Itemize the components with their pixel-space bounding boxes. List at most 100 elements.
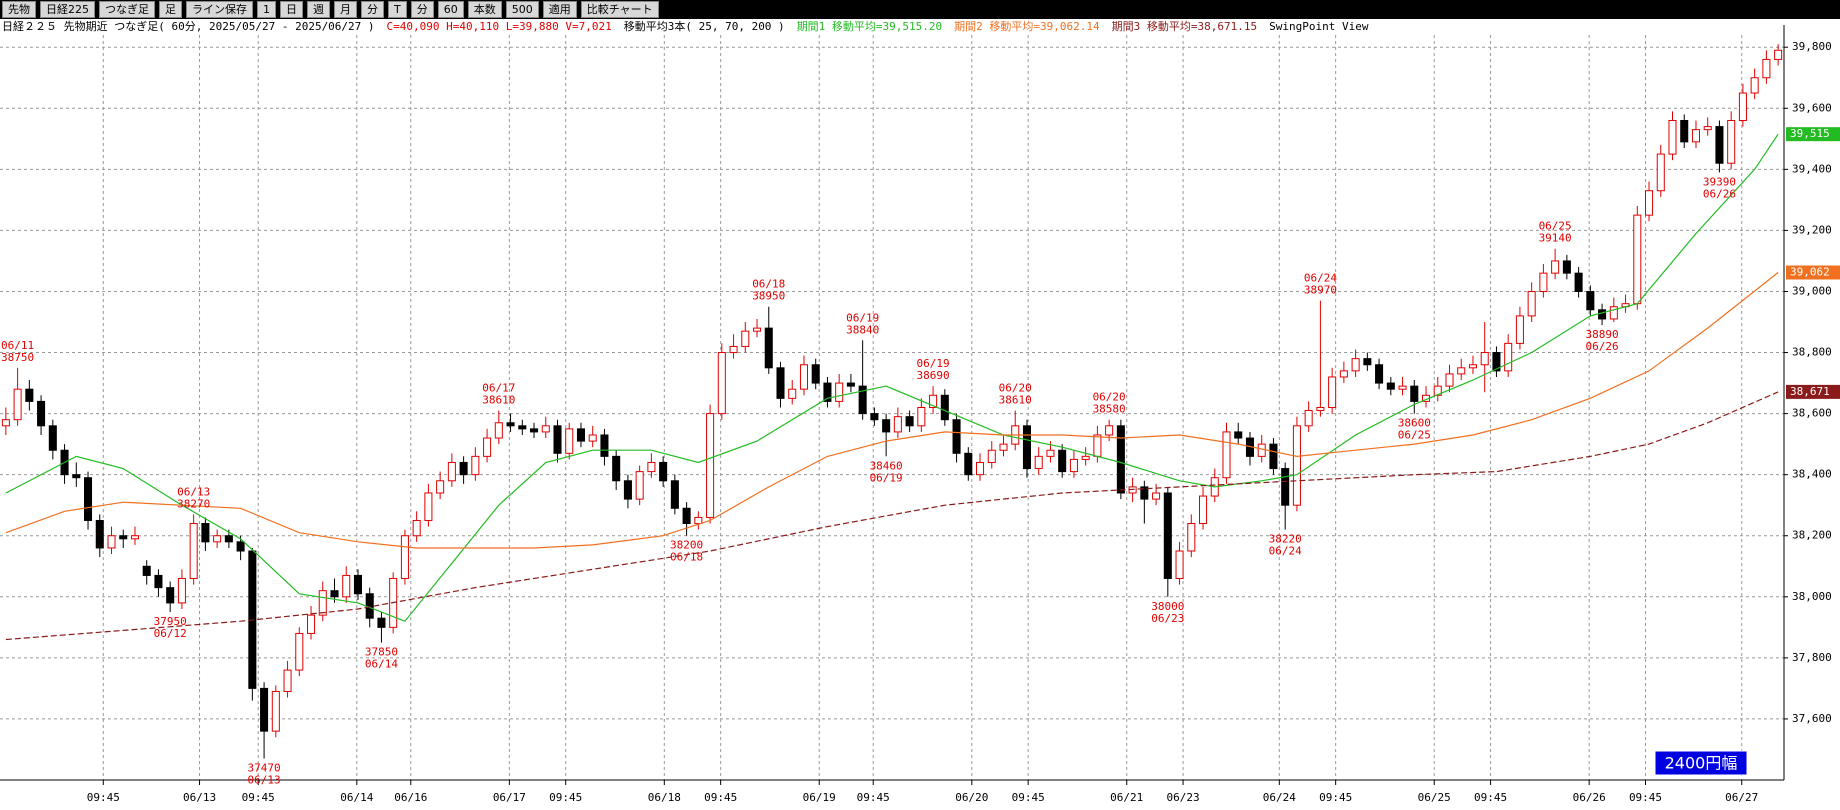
candle-body <box>72 474 81 479</box>
toolbar-item[interactable]: 先物 <box>2 1 36 18</box>
candle-body <box>1034 455 1043 470</box>
swing-price: 38460 <box>870 459 903 472</box>
toolbar-item[interactable]: ライン保存 <box>186 1 253 18</box>
candle-body <box>1656 153 1665 192</box>
x-tick-label: 06/24 <box>1263 791 1296 804</box>
swing-price: 38610 <box>482 394 515 407</box>
ma-tag <box>1786 127 1840 142</box>
info-text: C=40,090 H=40,110 L=39,880 V=7,021 <box>386 20 612 33</box>
swing-price: 37470 <box>248 762 281 775</box>
candle-body <box>1163 492 1172 579</box>
candle-body <box>788 388 797 399</box>
toolbar-item[interactable]: つなぎ足 <box>99 1 155 18</box>
swing-price: 37850 <box>365 646 398 659</box>
swing-date: 06/26 <box>1703 187 1736 200</box>
candle-body <box>1468 364 1477 369</box>
swing-price: 38600 <box>1398 417 1431 430</box>
toolbar-item[interactable]: 分 <box>410 1 434 18</box>
swing-price: 38610 <box>999 394 1032 407</box>
swing-price: 39140 <box>1539 232 1572 245</box>
candle-body <box>1292 425 1301 506</box>
info-line: 日経２２５ 先物期近 つなぎ足( 60分, 2025/05/27 - 2025/… <box>0 19 1840 35</box>
candle-body <box>436 480 445 494</box>
candle-body <box>647 461 656 473</box>
toolbar-item[interactable]: 60 <box>437 1 464 18</box>
candle-body <box>929 394 938 409</box>
candle-body <box>189 523 198 579</box>
candle-body <box>964 452 973 476</box>
candle-body <box>952 419 961 454</box>
candle-body <box>1691 129 1700 143</box>
candle-body <box>940 394 949 421</box>
candle-body <box>1551 260 1560 274</box>
candle-body <box>307 614 316 634</box>
swing-price: 38220 <box>1269 533 1302 546</box>
x-tick-label: 06/17 <box>493 791 526 804</box>
toolbar-item[interactable]: 日 <box>280 1 303 18</box>
x-tick-label: 09:45 <box>1474 791 1507 804</box>
candle-body <box>1738 92 1747 121</box>
candle-body <box>870 413 879 421</box>
toolbar-item[interactable]: 月 <box>334 1 357 18</box>
candle-body <box>201 523 210 543</box>
info-text: 期間3 移動平均=38,671.15 <box>1111 20 1258 33</box>
candle-body <box>1093 434 1102 457</box>
candle-body <box>84 477 93 521</box>
candle-body <box>682 507 691 525</box>
candle-body <box>166 587 175 604</box>
toolbar-item[interactable]: 適用 <box>542 1 577 18</box>
swing-date: 06/18 <box>670 551 703 564</box>
swing-price: 38580 <box>1093 403 1126 416</box>
swing-date: 06/25 <box>1539 220 1572 233</box>
candle-body <box>670 480 679 509</box>
candle-body <box>1645 190 1654 216</box>
candle-body <box>13 388 22 421</box>
candle-body <box>1105 425 1114 436</box>
toolbar-item[interactable]: 週 <box>307 1 330 18</box>
candle-body <box>799 364 808 390</box>
ma-tag-label: 39,515 <box>1790 127 1830 140</box>
toolbar-item[interactable]: 日経225 <box>40 1 95 18</box>
candle-body <box>1774 49 1783 60</box>
y-tick-label: 38,600 <box>1792 407 1832 420</box>
candle-body <box>858 385 867 415</box>
candle-body <box>1410 385 1419 402</box>
toolbar-item[interactable]: 500 <box>505 1 539 18</box>
toolbar-item[interactable]: 足 <box>159 1 182 18</box>
candle-body <box>236 541 245 552</box>
x-tick-label: 06/26 <box>1573 791 1606 804</box>
info-text: 期間2 移動平均=39,062.14 <box>954 20 1100 33</box>
x-tick-label: 06/27 <box>1725 791 1758 804</box>
candle-body <box>1058 449 1067 473</box>
swing-price: 38690 <box>917 369 950 382</box>
toolbar-item[interactable]: 比較チャート <box>580 1 659 18</box>
candle-body <box>1281 468 1290 506</box>
candle-body <box>342 574 351 598</box>
candle-body <box>1234 431 1243 439</box>
candle-body <box>1069 458 1078 473</box>
y-tick-label: 38,800 <box>1792 346 1832 359</box>
candle-body <box>1222 431 1231 479</box>
badge-box <box>1654 750 1748 776</box>
candle-body <box>1152 492 1161 500</box>
candle-body <box>659 461 668 482</box>
candle-body <box>1269 443 1278 470</box>
candle-body <box>1 419 10 427</box>
candle-body <box>506 422 515 427</box>
candle-body <box>1480 352 1489 366</box>
candle-body <box>1586 290 1595 311</box>
toolbar-item[interactable]: 本数 <box>467 1 502 18</box>
toolbar-item[interactable]: 分 <box>361 1 384 18</box>
x-tick-label: 06/13 <box>183 791 216 804</box>
candle-body <box>1081 455 1090 460</box>
toolbar: 先物 日経225 つなぎ足足ライン保存 1 日週月分 T 分 60 本数 500 適用 比較チャート <box>0 0 1840 19</box>
candle-body <box>471 455 480 476</box>
y-tick-label: 39,400 <box>1792 162 1832 175</box>
toolbar-item[interactable]: T <box>388 1 407 18</box>
toolbar-item[interactable]: 1 <box>257 1 276 18</box>
ma-line <box>5 133 1779 622</box>
swing-date: 06/19 <box>870 471 903 484</box>
candle-body <box>1328 376 1337 409</box>
candle-body <box>1375 364 1384 384</box>
